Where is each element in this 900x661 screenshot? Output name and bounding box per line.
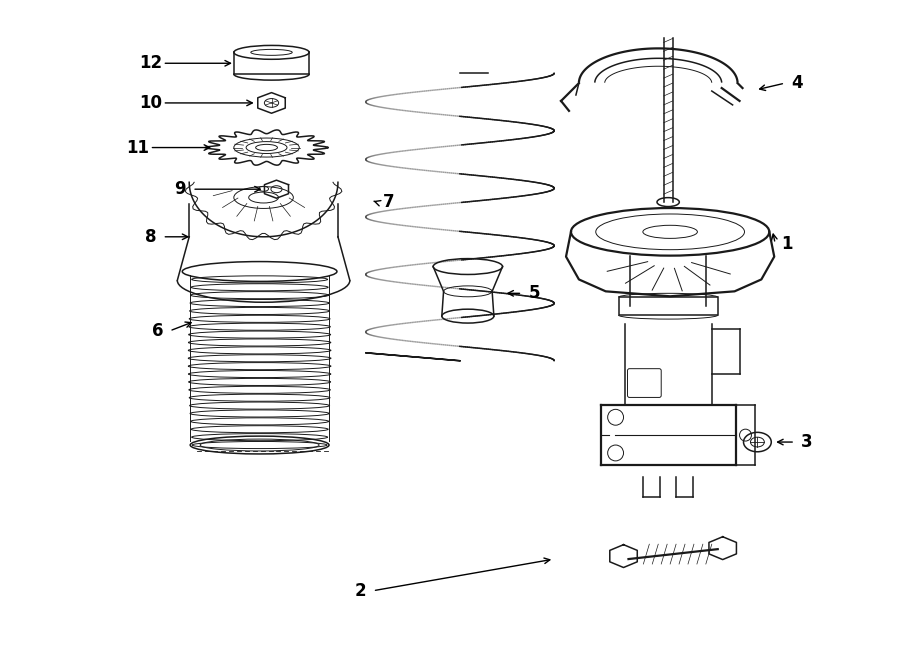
Text: 7: 7 bbox=[382, 193, 394, 211]
Text: 6: 6 bbox=[152, 322, 163, 340]
Text: 1: 1 bbox=[781, 235, 793, 253]
Text: 10: 10 bbox=[139, 94, 162, 112]
Text: 11: 11 bbox=[126, 139, 149, 157]
Text: 9: 9 bbox=[175, 180, 186, 198]
Text: 8: 8 bbox=[145, 228, 157, 246]
Text: 12: 12 bbox=[139, 54, 162, 72]
Text: 2: 2 bbox=[355, 582, 366, 600]
Text: 5: 5 bbox=[528, 284, 540, 302]
Text: 4: 4 bbox=[791, 74, 803, 92]
Text: 3: 3 bbox=[801, 433, 813, 451]
